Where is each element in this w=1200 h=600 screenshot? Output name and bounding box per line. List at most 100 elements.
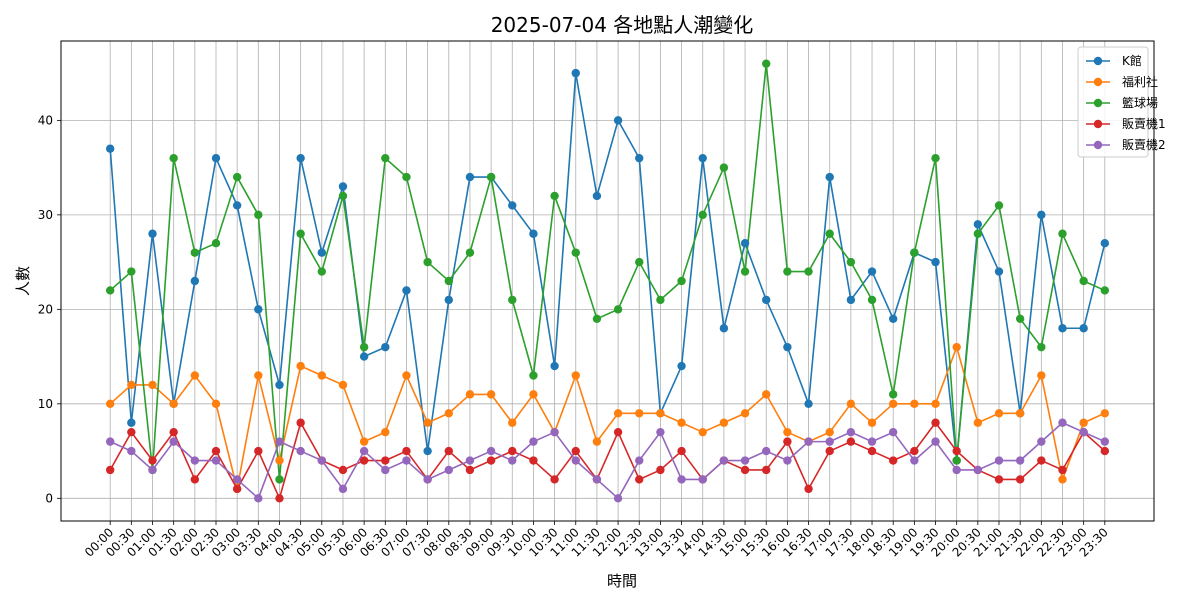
data-point-series-4: [381, 456, 389, 464]
data-point-series-4: [402, 447, 410, 455]
data-point-series-5: [508, 456, 516, 464]
data-point-series-4: [783, 437, 791, 445]
data-point-series-5: [529, 437, 537, 445]
data-point-series-3: [1016, 315, 1024, 323]
x-axis-ticks: 00:0000:3001:0001:3002:0002:3003:0003:30…: [82, 521, 1111, 560]
data-point-series-3: [889, 390, 897, 398]
data-point-series-4: [656, 466, 664, 474]
data-point-series-4: [529, 456, 537, 464]
data-point-series-4: [1037, 456, 1045, 464]
legend-marker: [1094, 99, 1102, 107]
data-point-series-4: [275, 494, 283, 502]
data-point-series-1: [148, 230, 156, 238]
data-point-series-1: [974, 220, 982, 228]
data-point-series-5: [889, 428, 897, 436]
data-point-series-4: [910, 447, 918, 455]
data-point-series-1: [1037, 211, 1045, 219]
data-point-series-5: [254, 494, 262, 502]
data-point-series-2: [995, 409, 1003, 417]
data-point-series-2: [106, 400, 114, 408]
data-point-series-1: [847, 296, 855, 304]
data-point-series-3: [381, 154, 389, 162]
data-point-series-2: [847, 400, 855, 408]
data-point-series-2: [1101, 409, 1109, 417]
data-point-series-3: [212, 239, 220, 247]
data-point-series-5: [423, 475, 431, 483]
data-point-series-2: [212, 400, 220, 408]
legend-label-series-3: 籃球場: [1122, 95, 1158, 110]
data-point-series-3: [254, 211, 262, 219]
data-point-series-4: [148, 456, 156, 464]
data-point-series-3: [656, 296, 664, 304]
data-point-series-2: [423, 419, 431, 427]
data-point-series-5: [804, 437, 812, 445]
data-point-series-4: [296, 419, 304, 427]
data-point-series-5: [212, 456, 220, 464]
data-point-series-3: [402, 173, 410, 181]
data-point-series-3: [508, 296, 516, 304]
data-point-series-2: [593, 437, 601, 445]
data-point-series-4: [847, 437, 855, 445]
data-point-series-3: [1058, 230, 1066, 238]
data-point-series-5: [783, 456, 791, 464]
data-point-series-5: [148, 466, 156, 474]
data-point-series-2: [1016, 409, 1024, 417]
legend-marker: [1094, 57, 1102, 65]
data-point-series-2: [402, 371, 410, 379]
data-point-series-4: [995, 475, 1003, 483]
data-point-series-4: [931, 419, 939, 427]
data-point-series-3: [931, 154, 939, 162]
data-point-series-1: [931, 258, 939, 266]
data-point-series-4: [169, 428, 177, 436]
data-point-series-3: [423, 258, 431, 266]
data-point-series-5: [1016, 456, 1024, 464]
data-point-series-5: [635, 456, 643, 464]
data-point-series-1: [762, 296, 770, 304]
data-point-series-3: [910, 248, 918, 256]
data-point-series-3: [783, 267, 791, 275]
data-point-series-1: [572, 69, 580, 77]
y-axis-label: 人數: [14, 266, 32, 296]
data-point-series-5: [1037, 437, 1045, 445]
data-point-series-1: [699, 154, 707, 162]
data-point-series-2: [254, 371, 262, 379]
data-point-series-3: [677, 277, 685, 285]
data-point-series-5: [952, 466, 960, 474]
data-point-series-4: [360, 456, 368, 464]
data-point-series-2: [275, 456, 283, 464]
data-point-series-5: [614, 494, 622, 502]
y-axis-ticks: 010203040: [38, 113, 61, 505]
data-point-series-3: [635, 258, 643, 266]
data-point-series-1: [466, 173, 474, 181]
data-point-series-2: [741, 409, 749, 417]
data-point-series-2: [148, 381, 156, 389]
legend-label-series-2: 福利社: [1122, 74, 1158, 89]
data-point-series-2: [974, 419, 982, 427]
data-point-series-1: [233, 201, 241, 209]
data-point-series-5: [339, 485, 347, 493]
data-point-series-5: [910, 456, 918, 464]
data-point-series-3: [127, 267, 135, 275]
legend-marker: [1094, 78, 1102, 86]
data-point-series-3: [466, 248, 474, 256]
data-point-series-5: [360, 447, 368, 455]
data-point-series-4: [572, 447, 580, 455]
data-point-series-3: [275, 475, 283, 483]
data-point-series-2: [466, 390, 474, 398]
data-point-series-2: [635, 409, 643, 417]
data-point-series-5: [233, 475, 241, 483]
data-point-series-3: [868, 296, 876, 304]
legend-marker: [1094, 120, 1102, 128]
data-point-series-2: [487, 390, 495, 398]
x-axis-label: 時間: [607, 572, 637, 590]
data-point-series-1: [339, 182, 347, 190]
data-point-series-4: [487, 456, 495, 464]
data-point-series-3: [593, 315, 601, 323]
data-point-series-4: [635, 475, 643, 483]
data-point-series-3: [974, 230, 982, 238]
data-point-series-2: [296, 362, 304, 370]
data-point-series-5: [402, 456, 410, 464]
data-point-series-5: [847, 428, 855, 436]
data-point-series-4: [889, 456, 897, 464]
